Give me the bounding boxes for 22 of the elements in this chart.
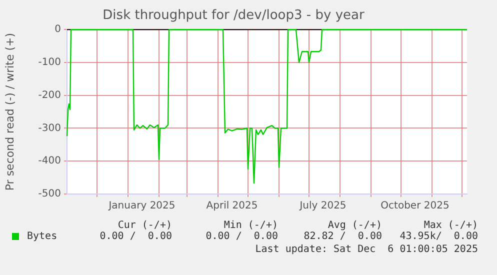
y-tick-label: -400 <box>38 156 61 167</box>
y-tick-label: -100 <box>38 57 61 68</box>
text: 0.00 / 0.00 <box>98 231 172 242</box>
chart-title: Disk throughput for /dev/loop3 - by year <box>102 8 365 24</box>
y-tick-label: -200 <box>38 90 61 101</box>
text: Avg (-/+) <box>326 220 382 231</box>
legend-label: Bytes <box>26 231 58 242</box>
text: Last update: Sat Dec 6 01:00:05 2025 <box>254 244 479 255</box>
text: Min (-/+) <box>222 220 278 231</box>
text: 43.95k/ 0.00 <box>398 231 478 242</box>
x-tick-label: April 2025 <box>206 200 258 212</box>
x-tick-label: October 2025 <box>380 200 450 212</box>
x-tick-label: January 2025 <box>108 200 176 212</box>
y-tick-label: -300 <box>38 122 61 134</box>
text: 0.00 / 0.00 <box>204 231 278 242</box>
y-tick-label: -500 <box>38 188 61 200</box>
text: Cur (-/+) <box>116 220 172 231</box>
text: 82.82 / 0.00 <box>302 231 382 242</box>
y-axis-title: Pr second read (-) / write (+) <box>3 32 16 191</box>
x-tick-label: July 2025 <box>298 200 346 212</box>
text: Max (-/+) <box>422 220 478 231</box>
y-tick-label: 0 <box>54 24 61 36</box>
